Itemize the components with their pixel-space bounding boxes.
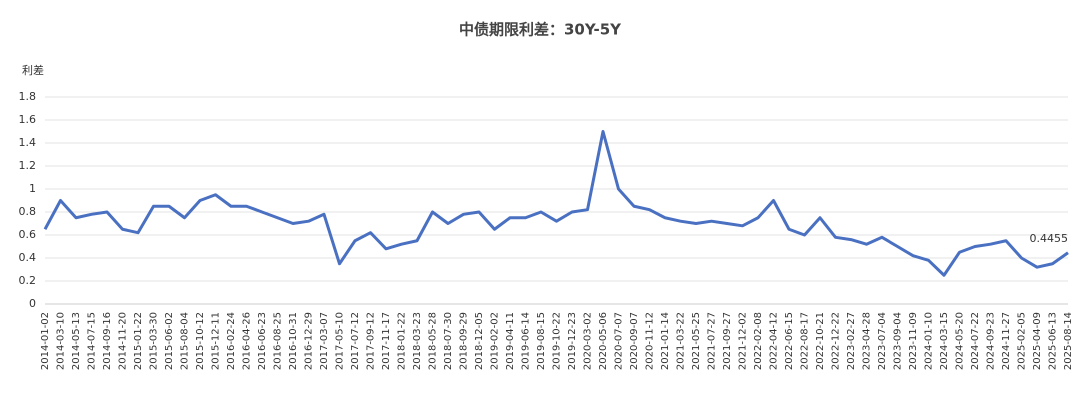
y-tick-label: 1.4 — [19, 136, 37, 149]
x-tick-label: 2024-09-23 — [986, 312, 997, 370]
y-tick-label: 1.2 — [19, 159, 37, 172]
x-tick-label: 2020-05-06 — [598, 312, 609, 370]
data-label: 0.4455 — [1030, 232, 1069, 245]
x-tick-label: 2014-05-13 — [71, 312, 82, 370]
x-tick-label: 2024-05-20 — [955, 312, 966, 370]
y-tick-label: 0.8 — [19, 205, 37, 218]
x-tick-label: 2023-02-27 — [846, 312, 857, 370]
x-tick-label: 2014-03-10 — [56, 312, 67, 370]
y-tick-label: 1 — [29, 182, 36, 195]
y-tick-label: 1.8 — [19, 90, 37, 103]
x-tick-label: 2016-08-25 — [273, 312, 284, 370]
x-tick-label: 2021-03-22 — [676, 312, 687, 370]
x-tick-label: 2015-01-22 — [133, 312, 144, 370]
x-tick-label: 2023-11-09 — [908, 312, 919, 370]
x-tick-label: 2020-09-07 — [629, 312, 640, 370]
x-tick-label: 2025-04-09 — [1032, 312, 1043, 370]
x-tick-label: 2015-06-02 — [164, 312, 175, 370]
x-tick-label: 2020-03-02 — [583, 312, 594, 370]
x-tick-label: 2019-12-23 — [567, 312, 578, 370]
x-tick-label: 2024-03-15 — [939, 312, 950, 370]
x-tick-label: 2022-10-21 — [815, 312, 826, 370]
y-tick-label: 0.4 — [19, 251, 37, 264]
x-tick-label: 2019-02-02 — [490, 312, 501, 370]
x-tick-label: 2018-01-22 — [397, 312, 408, 370]
y-tick-label: 0.6 — [19, 228, 37, 241]
x-tick-label: 2019-08-15 — [536, 312, 547, 370]
x-tick-label: 2014-09-16 — [102, 312, 113, 370]
x-tick-label: 2018-09-29 — [459, 312, 470, 370]
x-tick-label: 2017-07-12 — [350, 312, 361, 370]
x-tick-label: 2016-12-29 — [304, 312, 315, 370]
x-tick-label: 2022-06-15 — [784, 312, 795, 370]
x-tick-label: 2014-07-15 — [87, 312, 98, 370]
x-tick-label: 2022-12-22 — [831, 312, 842, 370]
y-tick-label: 0 — [29, 297, 36, 310]
x-tick-label: 2025-08-14 — [1063, 312, 1074, 370]
x-tick-label: 2016-06-23 — [257, 312, 268, 370]
x-tick-label: 2018-03-23 — [412, 312, 423, 370]
x-tick-label: 2017-05-10 — [335, 312, 346, 370]
x-tick-label: 2017-09-12 — [366, 312, 377, 370]
x-tick-label: 2014-01-02 — [40, 312, 51, 370]
x-tick-label: 2021-07-27 — [707, 312, 718, 370]
x-tick-label: 2015-08-04 — [180, 312, 191, 370]
x-tick-label: 2018-07-30 — [443, 312, 454, 370]
x-tick-label: 2025-02-05 — [1017, 312, 1028, 370]
x-tick-label: 2016-04-26 — [242, 312, 253, 370]
x-tick-label: 2015-12-11 — [211, 312, 222, 370]
x-tick-label: 2023-09-04 — [893, 312, 904, 370]
y-tick-label: 0.2 — [19, 274, 37, 287]
x-tick-label: 2023-04-28 — [862, 312, 873, 370]
x-tick-label: 2015-03-30 — [149, 312, 160, 370]
x-tick-label: 2020-11-12 — [645, 312, 656, 370]
x-tick-label: 2020-07-07 — [614, 312, 625, 370]
y-tick-label: 1.6 — [19, 113, 37, 126]
x-tick-label: 2016-02-24 — [226, 312, 237, 370]
x-tick-label: 2021-01-14 — [660, 312, 671, 370]
x-tick-label: 2017-11-17 — [381, 312, 392, 370]
x-tick-label: 2021-12-02 — [738, 312, 749, 370]
x-tick-label: 2022-08-17 — [800, 312, 811, 370]
x-tick-label: 2017-03-07 — [319, 312, 330, 370]
x-tick-label: 2021-05-25 — [691, 312, 702, 370]
x-tick-label: 2024-11-27 — [1001, 312, 1012, 370]
chart-title: 中债期限利差：30Y-5Y — [459, 21, 622, 39]
x-tick-label: 2016-10-31 — [288, 312, 299, 370]
line — [43, 130, 1069, 277]
x-tick-label: 2022-02-08 — [753, 312, 764, 370]
x-tick-label: 2019-06-14 — [521, 312, 532, 370]
x-tick-label: 2018-12-05 — [474, 312, 485, 370]
x-tick-label: 2019-10-22 — [552, 312, 563, 370]
x-tick-label: 2024-07-22 — [970, 312, 981, 370]
x-tick-label: 2018-05-28 — [428, 312, 439, 370]
x-tick-label: 2014-11-20 — [118, 312, 129, 370]
x-tick-label: 2021-09-27 — [722, 312, 733, 370]
x-tick-label: 2023-07-04 — [877, 312, 888, 370]
x-tick-label: 2024-01-10 — [924, 312, 935, 370]
y-axis-label: 利差 — [22, 63, 44, 77]
x-tick-label: 2025-06-13 — [1048, 312, 1059, 370]
x-tick-label: 2015-10-12 — [195, 312, 206, 370]
x-tick-label: 2019-04-11 — [505, 312, 516, 370]
x-tick-label: 2022-04-12 — [769, 312, 780, 370]
